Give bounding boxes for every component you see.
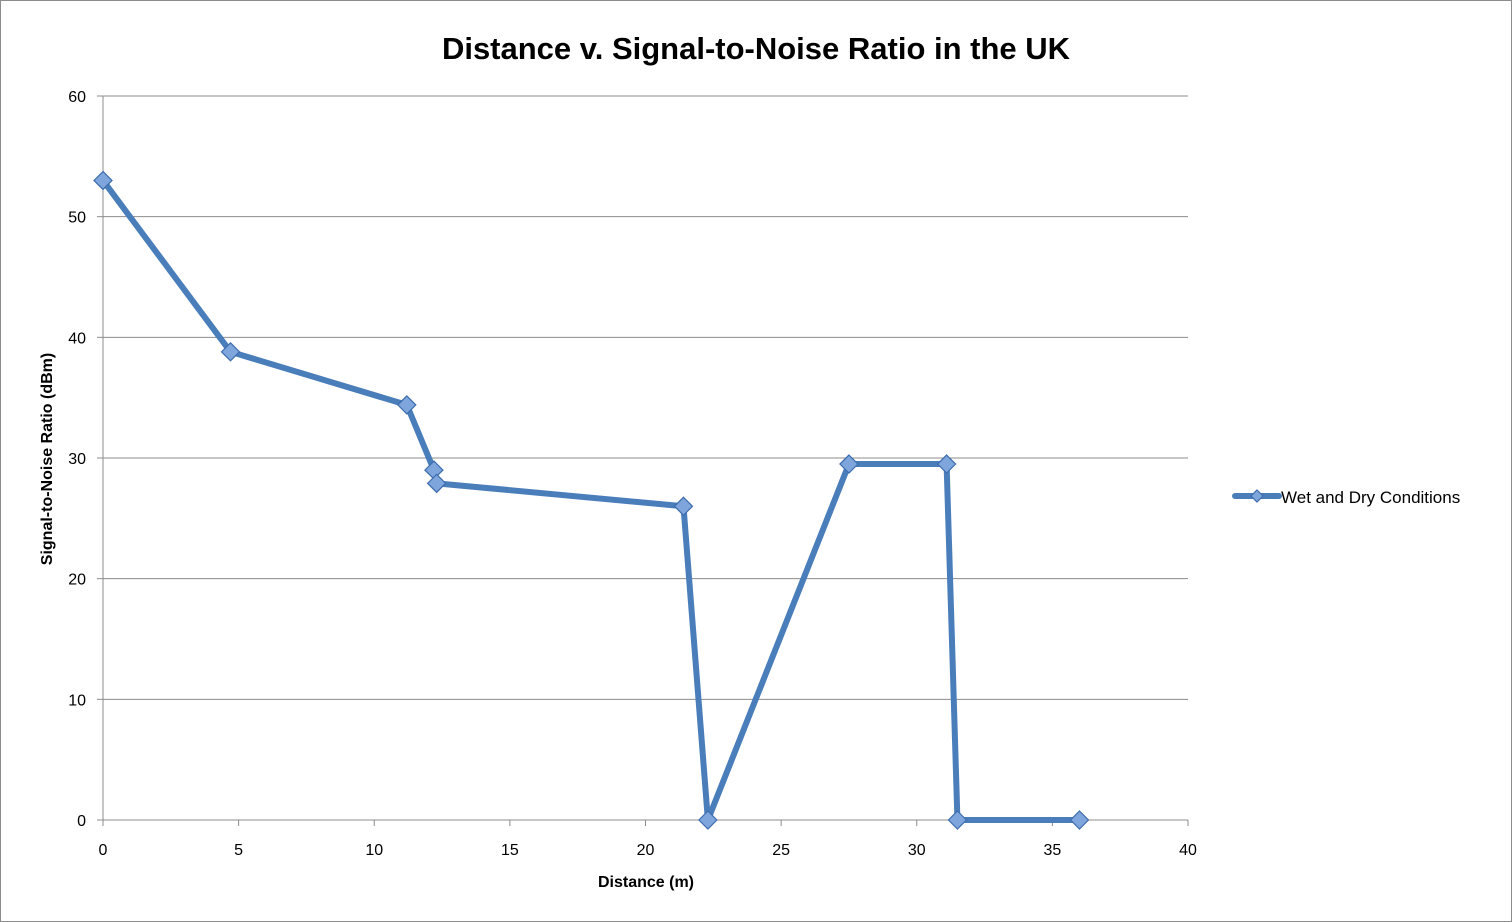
x-tick-label: 10: [365, 842, 383, 859]
data-point-marker: [1069, 810, 1090, 830]
x-tick-label: 15: [501, 842, 519, 859]
x-tick-label: 20: [637, 842, 655, 859]
chart-title: Distance v. Signal-to-Noise Ratio in the…: [442, 31, 1071, 66]
data-point-marker: [426, 473, 447, 494]
x-tick-label: 40: [1179, 842, 1197, 859]
y-axis-ticks: 0 10 20 30 40 50 60: [68, 89, 103, 830]
y-tick-label: 10: [68, 692, 86, 709]
x-tick-label: 5: [234, 842, 243, 859]
y-axis-label: Signal-to-Noise Ratio (dBm): [39, 353, 56, 565]
series-line: [100, 177, 1083, 823]
legend-label: Wet and Dry Conditions: [1281, 488, 1460, 507]
data-point-marker: [839, 454, 859, 474]
data-point-marker: [220, 341, 241, 362]
series-group: [93, 170, 1090, 830]
y-tick-label: 0: [77, 813, 86, 830]
data-point-marker: [698, 810, 718, 830]
data-point-marker: [673, 496, 694, 517]
y-tick-label: 60: [68, 89, 86, 106]
data-point-marker: [93, 170, 113, 191]
data-point-marker: [947, 810, 968, 830]
gridlines: [103, 95, 1188, 700]
x-axis-label: Distance (m): [598, 874, 694, 891]
x-axis-ticks: 0 5 10 15 20 25 30 35 40: [99, 820, 1197, 859]
y-tick-label: 50: [68, 210, 86, 227]
y-tick-label: 30: [68, 451, 86, 468]
y-tick-label: 40: [68, 330, 86, 347]
legend: Wet and Dry Conditions: [1232, 488, 1460, 507]
y-tick-label: 20: [68, 572, 86, 589]
data-point-marker: [936, 454, 957, 474]
data-point-marker: [396, 395, 417, 415]
x-tick-label: 0: [99, 842, 108, 859]
legend-marker-swatch: [1250, 489, 1264, 503]
x-tick-label: 25: [772, 842, 790, 859]
x-tick-label: 35: [1043, 842, 1061, 859]
x-tick-label: 30: [908, 842, 926, 859]
